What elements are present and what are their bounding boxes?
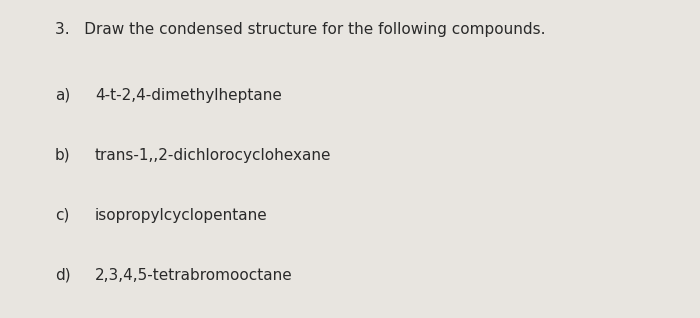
Text: d): d)	[55, 268, 71, 283]
Text: 2,3,4,5-tetrabromooctane: 2,3,4,5-tetrabromooctane	[95, 268, 293, 283]
Text: 3.   Draw the condensed structure for the following compounds.: 3. Draw the condensed structure for the …	[55, 22, 545, 37]
Text: c): c)	[55, 208, 69, 223]
Text: b): b)	[55, 148, 71, 163]
Text: 4-t-2,4-dimethylheptane: 4-t-2,4-dimethylheptane	[95, 88, 282, 103]
Text: trans-1,,2-dichlorocyclohexane: trans-1,,2-dichlorocyclohexane	[95, 148, 332, 163]
Text: a): a)	[55, 88, 70, 103]
Text: isopropylcyclopentane: isopropylcyclopentane	[95, 208, 267, 223]
